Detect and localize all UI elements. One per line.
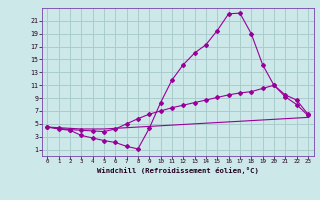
X-axis label: Windchill (Refroidissement éolien,°C): Windchill (Refroidissement éolien,°C) bbox=[97, 167, 259, 174]
